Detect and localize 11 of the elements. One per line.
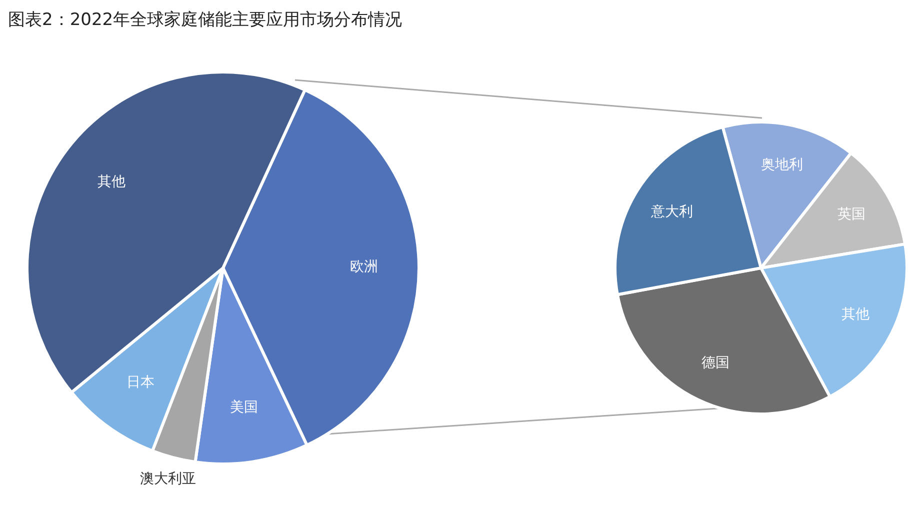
slice-label: 日本 xyxy=(126,374,154,390)
slice-label: 其他 xyxy=(97,174,126,190)
slice-label: 澳大利亚 xyxy=(140,470,196,487)
slice-label: 奥地利 xyxy=(760,156,803,173)
slice-label: 美国 xyxy=(230,400,258,416)
slice-label: 其他 xyxy=(841,306,870,322)
slice-label: 德国 xyxy=(701,354,730,371)
chart-title: 图表2：2022年全球家庭储能主要应用市场分布情况 xyxy=(8,9,402,31)
slice-label: 欧洲 xyxy=(350,259,378,276)
slice-label: 意大利 xyxy=(650,204,693,220)
slice-label: 英国 xyxy=(837,206,866,222)
